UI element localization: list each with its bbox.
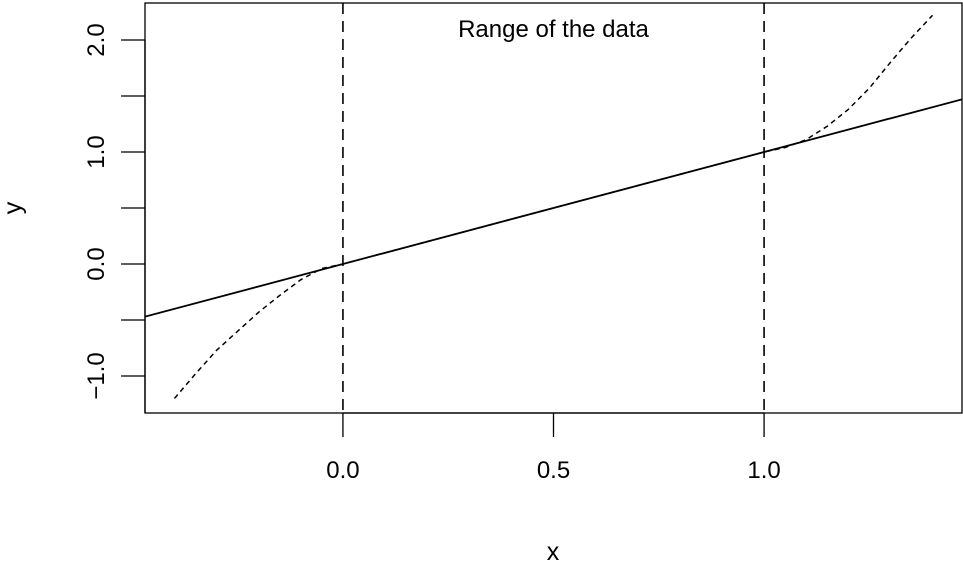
- y-axis: −1.0 0.0 1.0 2.0: [83, 23, 146, 413]
- y-tick-label-3: 0.0: [83, 247, 110, 280]
- x-tick-label-1: 0.5: [537, 457, 570, 484]
- x-axis: 0.0 0.5 1.0: [326, 412, 781, 484]
- x-tick-label-0: 0.0: [326, 457, 359, 484]
- x-axis-label: x: [547, 538, 560, 564]
- y-tick-label-5: 1.0: [83, 135, 110, 168]
- y-axis-label: y: [0, 201, 27, 214]
- annotation-text-0: Range of the data: [458, 16, 649, 43]
- series-lines: [145, 14, 962, 399]
- x-tick-label-2: 1.0: [747, 457, 780, 484]
- y-tick-label-1: −1.0: [83, 352, 110, 399]
- annotations: Range of the data: [458, 16, 649, 43]
- y-tick-label-7: 2.0: [83, 23, 110, 56]
- series-line-0: [145, 98, 962, 318]
- reference-lines: [342, 3, 765, 413]
- series-line-1: [173, 14, 934, 399]
